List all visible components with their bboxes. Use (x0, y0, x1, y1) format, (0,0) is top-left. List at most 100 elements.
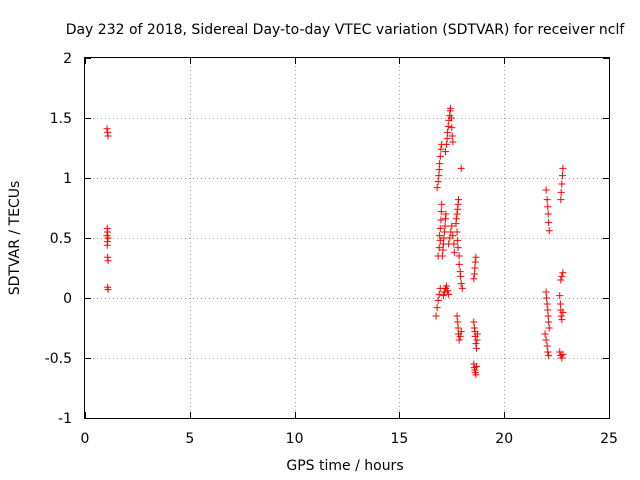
data-point (445, 290, 453, 298)
data-point (454, 318, 462, 326)
data-point (104, 234, 112, 242)
data-point (557, 196, 565, 204)
data-point (449, 138, 457, 146)
data-point (558, 354, 566, 362)
data-point (557, 188, 565, 196)
y-tick-label: 0 (63, 291, 72, 307)
data-point (470, 318, 478, 326)
data-point (440, 228, 448, 236)
data-point (454, 236, 462, 244)
data-point (435, 166, 443, 174)
x-tick-label: 15 (390, 431, 408, 447)
data-point (440, 234, 448, 242)
data-point (439, 246, 447, 254)
data-point (557, 312, 565, 320)
y-tick-labels: -1 -0.5 0 0.5 1 1.5 2 (45, 51, 72, 427)
data-point (439, 292, 447, 300)
data-point (432, 312, 440, 320)
data-point (455, 336, 463, 344)
plot-frame (84, 57, 610, 419)
data-point (545, 324, 553, 332)
data-point (444, 128, 452, 136)
data-point (447, 228, 455, 236)
data-point (556, 300, 564, 308)
data-point (542, 288, 550, 296)
data-point (542, 336, 550, 344)
data-point (543, 196, 551, 204)
data-point (435, 290, 443, 298)
data-point (457, 328, 465, 336)
data-points (103, 104, 567, 379)
data-point (556, 292, 564, 300)
data-point (473, 344, 481, 352)
data-point (440, 288, 448, 296)
data-point (103, 241, 111, 249)
data-point (447, 114, 455, 122)
data-point (453, 210, 461, 218)
data-point (437, 216, 445, 224)
y-tick-label: 1.5 (50, 111, 72, 127)
data-point (450, 248, 458, 256)
data-point (437, 145, 445, 153)
data-point (453, 312, 461, 320)
data-point (559, 308, 567, 316)
data-point (438, 252, 446, 260)
data-point (448, 222, 456, 230)
data-point (545, 352, 553, 360)
data-point (454, 244, 462, 252)
data-point (472, 340, 480, 348)
data-point (544, 210, 552, 218)
data-point (435, 172, 443, 180)
data-point (544, 312, 552, 320)
data-point (545, 218, 553, 226)
data-point (541, 330, 549, 338)
data-point (441, 222, 449, 230)
x-tick-labels: 0 5 10 15 20 25 (81, 431, 618, 447)
data-point (559, 269, 567, 277)
data-point (558, 172, 566, 180)
data-point (544, 348, 552, 356)
data-point (449, 232, 457, 240)
data-point (457, 164, 465, 172)
data-point (450, 240, 458, 248)
x-tick-label: 5 (185, 431, 194, 447)
data-point (473, 330, 481, 338)
data-point (104, 257, 112, 265)
data-point (473, 362, 481, 370)
data-point (458, 284, 466, 292)
data-point (545, 318, 553, 326)
data-point (433, 184, 441, 192)
data-point (542, 186, 550, 194)
y-tick-label: 1 (63, 171, 72, 187)
data-point (559, 350, 567, 358)
data-point (438, 200, 446, 208)
x-tick-label: 0 (81, 431, 90, 447)
y-tick-label: -0.5 (45, 351, 72, 367)
data-point (452, 215, 460, 223)
data-point (544, 306, 552, 314)
x-tick-label: 25 (600, 431, 618, 447)
axis-ticks (85, 58, 610, 419)
data-point (543, 342, 551, 350)
data-point (443, 282, 451, 290)
data-point (455, 196, 463, 204)
data-point (104, 286, 112, 294)
data-point (453, 228, 461, 236)
data-point (444, 287, 452, 295)
data-point (558, 180, 566, 188)
data-point (543, 294, 551, 302)
data-point (436, 152, 444, 160)
data-point (436, 232, 444, 240)
data-point (545, 227, 553, 235)
data-point (443, 140, 451, 148)
y-tick-label: 0.5 (50, 231, 72, 247)
data-point (558, 316, 566, 324)
grid-lines (85, 58, 609, 418)
data-point (436, 160, 444, 168)
data-point (436, 224, 444, 232)
x-tick-label: 20 (495, 431, 513, 447)
x-tick-label: 10 (286, 431, 304, 447)
data-point (442, 210, 450, 218)
data-point (471, 264, 479, 272)
data-point (473, 336, 481, 344)
